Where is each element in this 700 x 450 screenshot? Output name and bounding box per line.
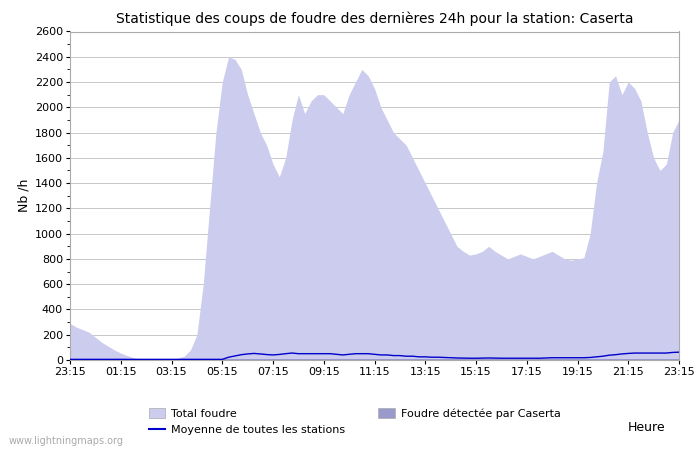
Text: Heure: Heure	[627, 421, 665, 434]
Y-axis label: Nb /h: Nb /h	[18, 179, 31, 212]
Text: www.lightningmaps.org: www.lightningmaps.org	[8, 436, 123, 446]
Title: Statistique des coups de foudre des dernières 24h pour la station: Caserta: Statistique des coups de foudre des dern…	[116, 12, 634, 26]
Legend: Total foudre, Moyenne de toutes les stations, Foudre détectée par Caserta: Total foudre, Moyenne de toutes les stat…	[148, 408, 561, 435]
